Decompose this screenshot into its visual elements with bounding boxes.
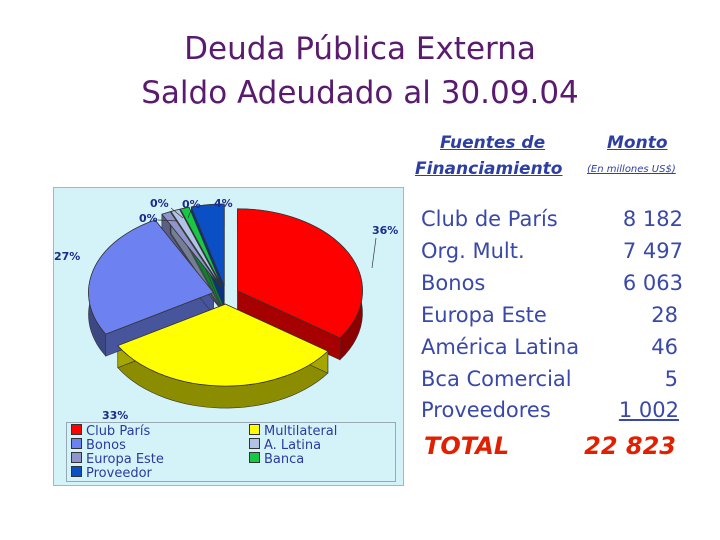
table-row: América Latina 46 [421, 335, 683, 365]
pie-percent-label: 0% [182, 198, 201, 211]
legend-label: Proveedor [86, 466, 152, 481]
table-row: Org. Mult. 7 497 [421, 239, 683, 269]
legend-swatch [71, 438, 82, 449]
header-source-line-1: Fuentes de [440, 133, 546, 153]
pie-slice-a-latina [170, 208, 222, 287]
legend-swatch [71, 424, 82, 435]
legend-entry: Multilateral [249, 424, 337, 439]
total-label: TOTAL [424, 432, 510, 460]
row-name: Bonos [421, 271, 486, 295]
pie-percent-label: 0% [139, 212, 158, 225]
row-value: 6 063 [622, 271, 683, 295]
table-row: Bca Comercial 5 [421, 367, 683, 397]
pie-label-leader [157, 219, 179, 222]
legend-swatch [249, 452, 260, 463]
pie-label-leader [170, 207, 184, 219]
page-title-line-1: Deuda Pública Externa [184, 31, 536, 67]
legend-swatch [249, 438, 260, 449]
pie-label-leader [371, 237, 377, 269]
pie-slice-europa-este [161, 211, 221, 288]
legend-label: Europa Este [86, 452, 164, 467]
row-name: Bca Comercial [421, 367, 572, 391]
legend-entry: A. Latina [249, 438, 321, 453]
table-row: Club de París 8 182 [421, 207, 683, 237]
row-value: 1 002 [618, 398, 679, 422]
pie-slice-banca [179, 206, 223, 287]
legend-label: Multilateral [264, 424, 338, 439]
legend-entry: Banca [249, 452, 304, 467]
row-value: 28 [651, 303, 678, 327]
pie-percent-label: 27% [54, 250, 80, 263]
legend-entry: Proveedor [71, 466, 152, 481]
pie-slice-bonos [88, 219, 215, 335]
legend-label: Bonos [86, 438, 126, 453]
legend-entry: Bonos [71, 438, 126, 453]
table-row: Proveedores 1 002 [421, 398, 683, 428]
legend-label: A. Latina [264, 438, 322, 453]
pie-percent-label: 0% [150, 197, 169, 210]
legend-swatch [71, 452, 82, 463]
pie-percent-label: 33% [102, 409, 128, 422]
header-amount: Monto [607, 133, 668, 153]
legend-entry: Club París [71, 424, 150, 439]
legend-swatch [249, 424, 260, 435]
page-title-line-2: Saldo Adeudado al 30.09.04 [141, 75, 579, 111]
row-name: América Latina [421, 335, 580, 359]
chart-legend: Club París Multilateral Bonos A. Latina Euro… [66, 422, 396, 482]
row-name: Europa Este [421, 303, 547, 327]
pie-slice-proveedor [190, 203, 225, 287]
table-row: Bonos 6 063 [421, 271, 683, 301]
legend-swatch [71, 466, 82, 477]
row-value: 7 497 [622, 239, 683, 263]
row-value: 8 182 [622, 207, 683, 231]
row-value: 46 [651, 335, 678, 359]
legend-label: Banca [264, 452, 305, 467]
pie-percent-label: 4% [214, 197, 233, 210]
pie-label-leader [187, 209, 192, 219]
row-value: 5 [664, 367, 678, 391]
pie-slice-club-par-s [237, 208, 363, 339]
total-value: 22 823 [584, 432, 676, 460]
pie-chart-svg: 36% 33% 27% 0% 0% 0% 4% [54, 197, 398, 422]
pie-chart: 36% 33% 27% 0% 0% 0% 4% Club París Multilateral… [53, 187, 404, 486]
row-name: Proveedores [421, 398, 551, 422]
header-source-line-2: Financiamiento [415, 159, 563, 179]
pie-slice-multilateral [117, 303, 329, 387]
legend-label: Club París [86, 424, 151, 439]
table-row: Europa Este 28 [421, 303, 683, 333]
pie-percent-label: 36% [372, 224, 398, 237]
header-amount-unit: (En millones US$) [587, 164, 676, 175]
row-name: Club de París [421, 207, 558, 231]
row-name: Org. Mult. [421, 239, 525, 263]
legend-entry: Europa Este [71, 452, 164, 467]
